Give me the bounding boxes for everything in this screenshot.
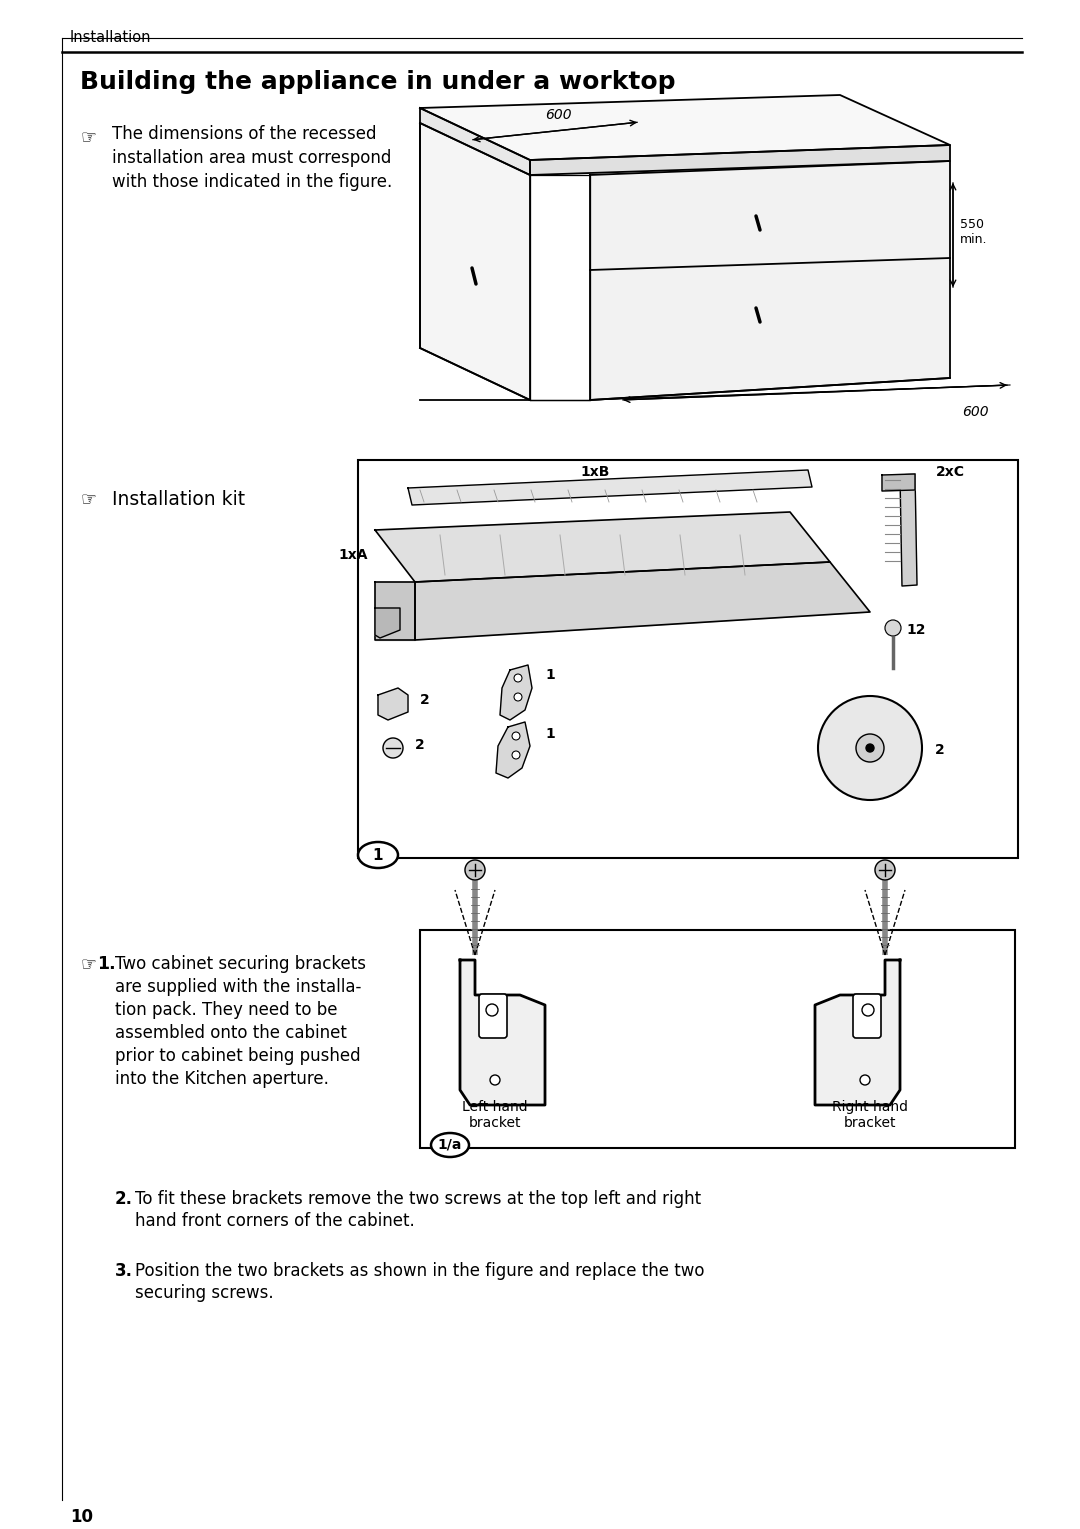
Text: 1xA: 1xA <box>338 547 368 563</box>
FancyBboxPatch shape <box>853 994 881 1038</box>
Text: 1/a: 1/a <box>437 1138 462 1151</box>
Text: securing screws.: securing screws. <box>135 1284 273 1303</box>
Circle shape <box>875 859 895 881</box>
Text: ☞: ☞ <box>80 128 96 145</box>
Text: 10: 10 <box>70 1508 93 1526</box>
Text: Right hand
bracket: Right hand bracket <box>832 1099 908 1130</box>
Text: 2.: 2. <box>114 1190 133 1208</box>
Text: 2: 2 <box>935 743 945 757</box>
Polygon shape <box>460 960 545 1105</box>
Text: installation area must correspond: installation area must correspond <box>112 148 391 167</box>
Polygon shape <box>420 95 950 161</box>
Text: with those indicated in the figure.: with those indicated in the figure. <box>112 173 392 191</box>
Polygon shape <box>882 474 915 491</box>
Ellipse shape <box>357 842 399 868</box>
Text: 550
min.: 550 min. <box>960 219 987 246</box>
Polygon shape <box>375 609 400 638</box>
Bar <box>357 460 1018 858</box>
Ellipse shape <box>431 1133 469 1157</box>
Text: 1.: 1. <box>97 956 116 972</box>
Polygon shape <box>530 174 590 401</box>
Circle shape <box>383 739 403 758</box>
Text: 2: 2 <box>420 693 430 706</box>
Text: 600: 600 <box>961 405 988 419</box>
Bar <box>420 930 1015 1148</box>
Text: prior to cabinet being pushed: prior to cabinet being pushed <box>114 1047 361 1066</box>
Polygon shape <box>420 109 530 174</box>
FancyBboxPatch shape <box>480 994 507 1038</box>
Text: assembled onto the cabinet: assembled onto the cabinet <box>114 1024 347 1041</box>
Polygon shape <box>590 161 950 401</box>
Text: ☞: ☞ <box>80 956 96 972</box>
Text: Left hand
bracket: Left hand bracket <box>462 1099 528 1130</box>
Circle shape <box>514 674 522 682</box>
Polygon shape <box>420 122 530 401</box>
Text: To fit these brackets remove the two screws at the top left and right: To fit these brackets remove the two scr… <box>135 1190 701 1208</box>
Text: 2xC: 2xC <box>936 465 966 479</box>
Text: 1xB: 1xB <box>580 465 610 479</box>
Text: 1: 1 <box>545 668 555 682</box>
Text: into the Kitchen aperture.: into the Kitchen aperture. <box>114 1070 329 1089</box>
Text: 1: 1 <box>373 847 383 862</box>
Text: Two cabinet securing brackets: Two cabinet securing brackets <box>114 956 366 972</box>
Polygon shape <box>496 722 530 778</box>
Text: 1: 1 <box>545 726 555 742</box>
Text: Building the appliance in under a worktop: Building the appliance in under a workto… <box>80 70 675 93</box>
Text: tion pack. They need to be: tion pack. They need to be <box>114 1001 337 1018</box>
Text: 3.: 3. <box>114 1261 133 1280</box>
Circle shape <box>465 859 485 881</box>
Text: Installation kit: Installation kit <box>112 489 245 509</box>
Text: are supplied with the installa-: are supplied with the installa- <box>114 979 362 995</box>
Text: 12: 12 <box>906 622 926 638</box>
Circle shape <box>818 696 922 800</box>
Circle shape <box>486 1005 498 1015</box>
Circle shape <box>885 619 901 636</box>
Polygon shape <box>415 563 870 641</box>
Circle shape <box>490 1075 500 1086</box>
Text: 2: 2 <box>415 739 424 752</box>
Polygon shape <box>900 474 917 586</box>
Polygon shape <box>375 583 415 641</box>
Polygon shape <box>815 960 900 1105</box>
Text: The dimensions of the recessed: The dimensions of the recessed <box>112 125 377 144</box>
Polygon shape <box>408 469 812 505</box>
Circle shape <box>514 693 522 700</box>
Circle shape <box>512 732 519 740</box>
Polygon shape <box>375 512 831 583</box>
Polygon shape <box>378 688 408 720</box>
Circle shape <box>512 751 519 758</box>
Text: Position the two brackets as shown in the figure and replace the two: Position the two brackets as shown in th… <box>135 1261 704 1280</box>
Polygon shape <box>530 145 950 174</box>
Polygon shape <box>500 665 532 720</box>
Text: hand front corners of the cabinet.: hand front corners of the cabinet. <box>135 1212 415 1229</box>
Text: 600: 600 <box>544 109 571 122</box>
Circle shape <box>862 1005 874 1015</box>
Text: ☞: ☞ <box>80 489 96 508</box>
Circle shape <box>866 745 874 752</box>
Circle shape <box>856 734 885 761</box>
Text: Installation: Installation <box>70 31 151 44</box>
Circle shape <box>860 1075 870 1086</box>
